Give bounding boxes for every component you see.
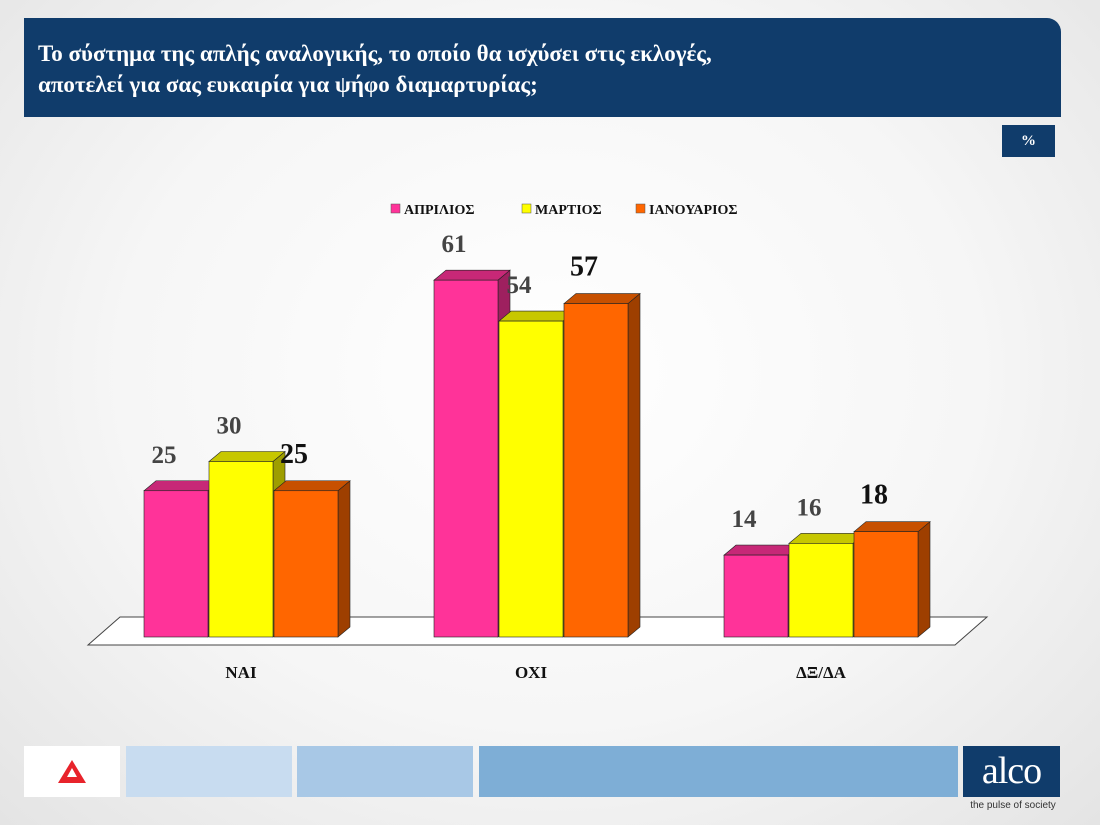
bar (788, 543, 854, 638)
alco-tagline: the pulse of society (970, 800, 1056, 811)
bar (208, 461, 274, 638)
footer-band-1 (126, 746, 292, 797)
alpha-tv-logo-icon (24, 746, 120, 797)
bar (563, 303, 629, 638)
data-label: 25 (152, 442, 177, 469)
percent-unit-badge: % (1002, 125, 1055, 157)
alco-logo: alco (963, 746, 1060, 797)
data-label: 30 (217, 413, 242, 440)
bar-side (917, 521, 931, 638)
bar-top (208, 451, 286, 462)
title-bar: Το σύστημα της απλής αναλογικής, το οποί… (24, 18, 1061, 117)
legend-swatch (635, 203, 646, 214)
bar-top (853, 521, 931, 533)
chart-title-line-1: Το σύστημα της απλής αναλογικής, το οποί… (38, 41, 712, 66)
legend-swatch (521, 203, 532, 214)
legend-label: ΙΑΝΟΥΑΡΙΟΣ (649, 203, 738, 218)
bar (433, 279, 499, 638)
bar (498, 320, 564, 638)
bar (723, 554, 789, 638)
legend-label: ΑΠΡΙΛΙΟΣ (404, 203, 475, 218)
category-label: ΟΧΙ (515, 663, 548, 682)
category-label: ΝΑΙ (225, 663, 257, 682)
bar-top (788, 533, 866, 544)
data-label: 18 (860, 480, 888, 511)
bar-chart: ΑΠΡΙΛΙΟΣ ΜΑΡΤΙΟΣ ΙΑΝΟΥΑΡΙΟΣ 25 30 25 ΝΑΙ 61 54 57… (86, 203, 989, 682)
bar (273, 490, 339, 638)
data-label: 61 (442, 231, 467, 258)
data-label: 54 (507, 272, 533, 299)
chart-title-line-2: αποτελεί για σας ευκαιρία για ψήφο διαμα… (38, 72, 538, 97)
bar-top (143, 480, 221, 492)
data-label: 14 (732, 506, 758, 533)
data-label: 16 (797, 494, 822, 521)
bar-side (627, 292, 641, 638)
bar (143, 490, 209, 638)
data-label: 25 (280, 439, 308, 470)
legend-swatch (390, 203, 401, 214)
bar-top (433, 269, 511, 281)
legend-label: ΜΑΡΤΙΟΣ (535, 203, 602, 218)
bar (853, 531, 919, 638)
footer-band-2 (297, 746, 473, 797)
data-label: 57 (570, 252, 598, 283)
bar-top (723, 544, 801, 556)
category-label: ΔΞ/ΔΑ (796, 663, 847, 682)
bar-top (273, 480, 351, 492)
bar-top (563, 293, 641, 304)
bar-top (498, 310, 576, 322)
footer-band-3 (479, 746, 958, 797)
bar-side (337, 480, 351, 638)
